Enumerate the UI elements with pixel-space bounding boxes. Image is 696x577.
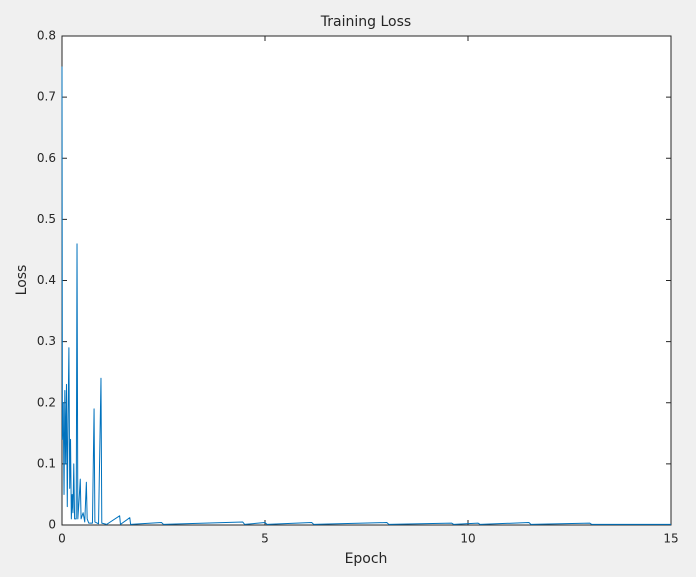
x-axis-label: Epoch — [345, 551, 388, 567]
y-tick-label: 0.6 — [37, 151, 56, 165]
y-tick-label: 0.5 — [37, 212, 56, 226]
y-tick-label: 0 — [48, 518, 56, 532]
y-tick-label: 0.8 — [37, 29, 56, 43]
x-tick-label: 10 — [460, 532, 475, 546]
y-tick-label: 0.1 — [37, 456, 56, 470]
x-tick-label: 15 — [663, 532, 678, 546]
y-tick-label: 0.4 — [37, 273, 56, 287]
y-tick-label: 0.7 — [37, 90, 56, 104]
plot-area — [61, 35, 672, 526]
x-tick-label: 5 — [261, 532, 269, 546]
chart-title: Training Loss — [320, 14, 411, 30]
y-tick-label: 0.3 — [37, 334, 56, 348]
loss-line — [61, 66, 671, 525]
x-tick-label: 0 — [58, 532, 66, 546]
y-tick-label: 0.2 — [37, 395, 56, 409]
y-axis-label: Loss — [14, 265, 30, 296]
